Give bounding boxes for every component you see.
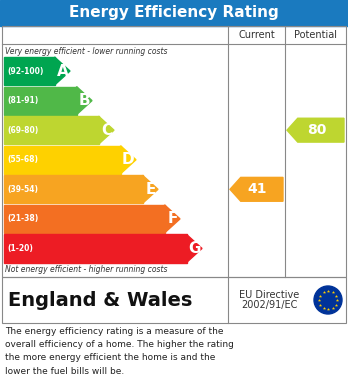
Text: Very energy efficient - lower running costs: Very energy efficient - lower running co… [5, 47, 167, 56]
Text: Not energy efficient - higher running costs: Not energy efficient - higher running co… [5, 265, 167, 274]
Text: (92-100): (92-100) [7, 66, 44, 75]
Text: 80: 80 [307, 123, 326, 137]
Text: Potential: Potential [294, 30, 337, 40]
Text: (39-54): (39-54) [7, 185, 38, 194]
Polygon shape [287, 118, 344, 142]
Text: EU Directive: EU Directive [239, 290, 299, 300]
Polygon shape [187, 235, 202, 262]
Text: Energy Efficiency Rating: Energy Efficiency Rating [69, 5, 279, 20]
Text: The energy efficiency rating is a measure of the
overall efficiency of a home. T: The energy efficiency rating is a measur… [5, 327, 234, 376]
Bar [4, 235, 187, 262]
Bar [4, 146, 120, 174]
Text: (21-38): (21-38) [7, 214, 38, 223]
Circle shape [314, 286, 342, 314]
Polygon shape [55, 57, 70, 85]
Text: (69-80): (69-80) [7, 126, 38, 135]
Bar [4, 116, 98, 144]
Polygon shape [120, 146, 136, 174]
Text: C: C [101, 123, 112, 138]
Text: E: E [146, 182, 157, 197]
Text: (1-20): (1-20) [7, 244, 33, 253]
Text: England & Wales: England & Wales [8, 291, 192, 310]
Text: (81-91): (81-91) [7, 96, 38, 105]
Bar [4, 175, 143, 203]
Bar [4, 57, 55, 85]
Polygon shape [98, 116, 114, 144]
Text: B: B [79, 93, 90, 108]
Bar [2, 277, 346, 323]
Polygon shape [77, 86, 92, 115]
Polygon shape [143, 175, 158, 203]
Text: G: G [188, 241, 200, 256]
Text: A: A [57, 63, 69, 79]
Text: F: F [168, 212, 179, 226]
Text: D: D [122, 152, 134, 167]
Bar [4, 86, 77, 115]
Text: Current: Current [238, 30, 275, 40]
Bar [2, 26, 346, 277]
Bar [0, 0, 348, 26]
Text: 2002/91/EC: 2002/91/EC [241, 300, 298, 310]
Bar [4, 205, 165, 233]
Polygon shape [230, 178, 283, 201]
Polygon shape [165, 205, 180, 233]
Text: (55-68): (55-68) [7, 155, 38, 164]
Text: 41: 41 [248, 182, 267, 196]
